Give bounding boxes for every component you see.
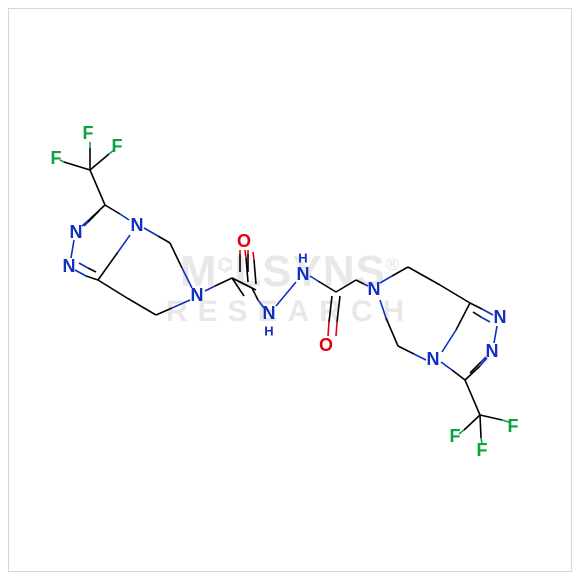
- svg-text:F: F: [477, 440, 488, 460]
- svg-text:F: F: [112, 136, 123, 156]
- svg-text:F: F: [508, 416, 519, 436]
- svg-text:H: H: [264, 324, 273, 339]
- svg-text:N: N: [368, 279, 381, 299]
- svg-text:N: N: [191, 285, 204, 305]
- svg-text:F: F: [51, 148, 62, 168]
- svg-text:N: N: [297, 264, 310, 284]
- svg-text:F: F: [83, 123, 94, 143]
- svg-text:O: O: [319, 335, 333, 355]
- svg-text:N: N: [494, 307, 507, 327]
- svg-text:N: N: [263, 303, 276, 323]
- svg-text:N: N: [427, 349, 440, 369]
- svg-text:N: N: [486, 341, 499, 361]
- svg-text:O: O: [237, 231, 251, 251]
- svg-text:N: N: [63, 256, 76, 276]
- svg-text:N: N: [131, 215, 144, 235]
- svg-text:N: N: [70, 222, 83, 242]
- molecule-diagram: F F F N N N N O N H H N O N N N N F F F: [0, 0, 580, 580]
- svg-text:F: F: [450, 426, 461, 446]
